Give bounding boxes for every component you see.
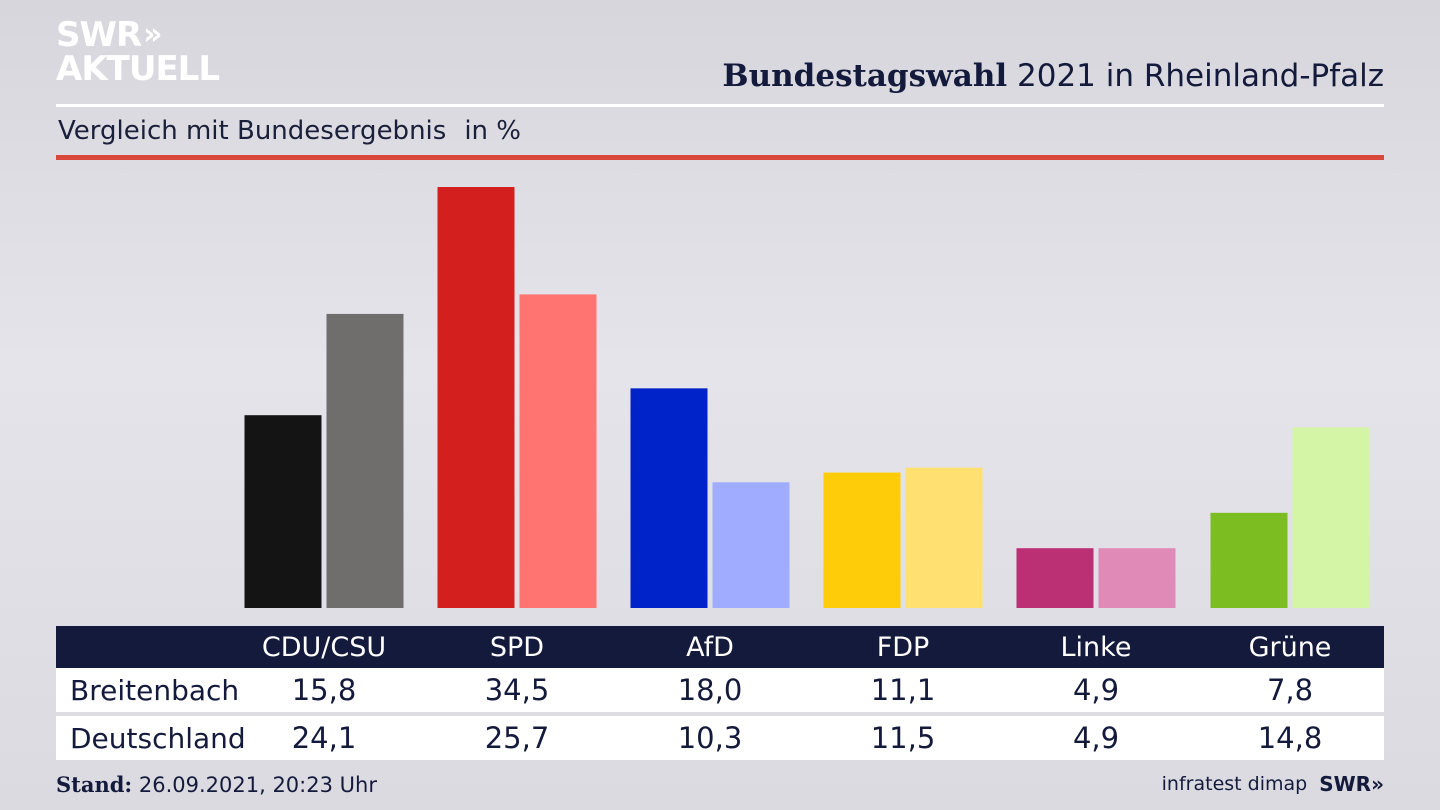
data-label: 11,5 — [870, 721, 936, 755]
bar-linke-breitenbach — [1016, 548, 1094, 608]
column-header: SPD — [489, 631, 545, 663]
data-label: 24,1 — [291, 721, 357, 755]
data-label: 10,3 — [677, 721, 743, 755]
header-divider — [56, 104, 1384, 107]
results-table: CDU/CSU SPD AfD FDP Linke Grüne Breitenbach 15… — [56, 626, 1384, 760]
subtitle-text: Vergleich mit Bundesergebnis — [58, 116, 447, 146]
bar-spd-breitenbach — [437, 187, 515, 608]
bar-fdp-deutschland — [905, 467, 983, 608]
bar-afd-breitenbach — [630, 388, 708, 608]
bar-gr-ne-deutschland — [1292, 427, 1370, 608]
bar-cdu-csu-breitenbach — [244, 415, 322, 608]
swr-brand-icon: SWR» — [1319, 772, 1384, 796]
column-header: CDU/CSU — [261, 631, 387, 663]
bar-gr-ne-breitenbach — [1210, 512, 1288, 608]
bar-chart — [244, 187, 1370, 608]
stand-value: 26.09.2021, 20:23 Uhr — [132, 773, 377, 797]
data-label: 4,9 — [1072, 673, 1120, 707]
row-label: Breitenbach — [70, 673, 240, 707]
chart-title: Bundestagswahl 2021 in Rheinland-Pfalz — [722, 58, 1384, 94]
table-header-row: CDU/CSU SPD AfD FDP Linke Grüne — [56, 626, 1384, 668]
data-label: 18,0 — [677, 673, 743, 707]
table-row-breitenbach: Breitenbach 15,8 34,5 18,0 11,1 4,9 7,8 — [56, 668, 1384, 712]
logo-line1: SWR — [56, 15, 142, 55]
data-label: 7,8 — [1266, 673, 1314, 707]
data-label: 11,1 — [870, 673, 936, 707]
chart-subtitle: Vergleich mit Bundesergebnis in % — [58, 116, 521, 146]
source-credit: infratest dimap SWR» — [1162, 772, 1384, 796]
bar-fdp-breitenbach — [823, 472, 901, 608]
bar-afd-deutschland — [712, 482, 790, 608]
unit-label: in % — [464, 116, 521, 146]
data-label: 4,9 — [1072, 721, 1120, 755]
swr-aktuell-logo: SWR» AKTUELL — [56, 15, 220, 89]
chart-title-rest: 2021 in Rheinland-Pfalz — [1007, 58, 1384, 94]
timestamp: Stand: 26.09.2021, 20:23 Uhr — [56, 772, 377, 797]
logo-line2: AKTUELL — [56, 49, 220, 89]
row-label: Deutschland — [70, 721, 246, 755]
accent-divider — [56, 155, 1384, 160]
column-header: Linke — [1060, 631, 1132, 663]
bar-spd-deutschland — [519, 294, 597, 608]
data-label: 34,5 — [484, 673, 550, 707]
table-row-deutschland: Deutschland 24,1 25,7 10,3 11,5 4,9 14,8 — [56, 716, 1384, 760]
data-label: 15,8 — [291, 673, 357, 707]
data-label: 25,7 — [484, 721, 550, 755]
chart-title-bold: Bundestagswahl — [722, 58, 1008, 94]
column-header: Grüne — [1248, 631, 1332, 663]
column-header: AfD — [686, 631, 734, 663]
source-label: infratest dimap — [1161, 773, 1308, 795]
stand-label: Stand: — [56, 772, 133, 797]
column-header: FDP — [876, 631, 930, 663]
bar-linke-deutschland — [1098, 548, 1176, 608]
bar-cdu-csu-deutschland — [326, 313, 404, 608]
data-label: 14,8 — [1257, 721, 1323, 755]
